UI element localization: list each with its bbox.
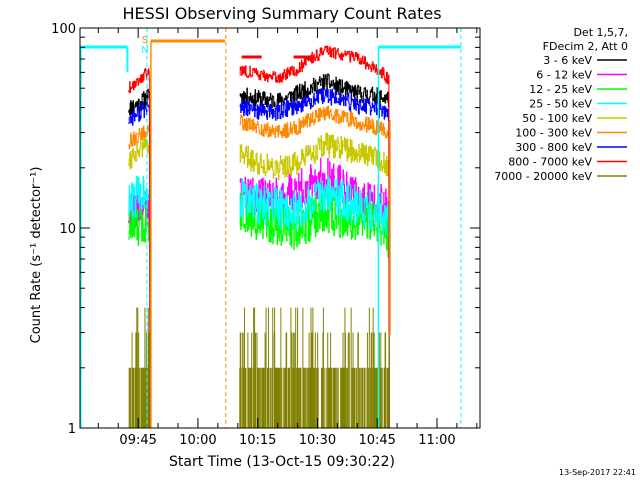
series-trace [239, 175, 390, 429]
series-7 [128, 45, 390, 429]
legend-label: 800 - 7000 keV [508, 156, 592, 169]
series-trace [239, 87, 390, 429]
flag-letter: S [142, 35, 148, 46]
x-tick-label: 10:45 [358, 433, 395, 448]
x-tick-label: 10:30 [299, 433, 336, 448]
chart-title: HESSI Observing Summary Count Rates [122, 4, 441, 23]
series-trace [239, 105, 390, 429]
series-8 [128, 307, 390, 428]
legend-label: 7000 - 20000 keV [494, 170, 592, 183]
legend-label: 6 - 12 keV [536, 69, 592, 82]
series-trace [239, 132, 390, 429]
series-4 [128, 132, 390, 429]
x-tick-label: 11:00 [418, 433, 455, 448]
y-tick-label: 100 [51, 22, 76, 37]
series-3 [128, 175, 390, 429]
series-trace [239, 45, 390, 429]
series-trace [128, 175, 151, 429]
series-0 [128, 73, 390, 429]
legend-label: 25 - 50 keV [529, 98, 592, 111]
legend-label: 300 - 800 keV [515, 141, 592, 154]
flag-letter: N [141, 45, 148, 56]
y-tick-label: 10 [59, 222, 76, 237]
series-trace [128, 67, 151, 429]
series-trace [128, 124, 151, 429]
y-tick-label: 1 [68, 422, 76, 437]
y-axis-label: Count Rate (s⁻¹ detector⁻¹) [29, 167, 44, 344]
legend-header-line1: Det 1,5,7, [573, 26, 628, 39]
legend-label: 50 - 100 keV [522, 112, 592, 125]
legend-header-line2: FDecim 2, Att 0 [543, 40, 628, 53]
x-tick-label: 10:15 [239, 433, 276, 448]
series-trace [128, 134, 151, 429]
x-tick-label: 09:45 [119, 433, 156, 448]
x-tick-label: 10:00 [179, 433, 216, 448]
series-trace [239, 191, 390, 429]
series-trace [128, 101, 151, 429]
series-5 [128, 105, 390, 429]
series-trace [239, 73, 390, 429]
legend-label: 12 - 25 keV [529, 83, 592, 96]
series-trace [128, 88, 151, 429]
footer-timestamp: 13-Sep-2017 22:41 [559, 468, 636, 477]
series-6 [128, 87, 390, 429]
legend-label: 3 - 6 keV [543, 54, 592, 67]
x-axis-label: Start Time (13-Oct-15 09:30:22) [169, 454, 395, 470]
legend-label: 100 - 300 keV [515, 127, 592, 140]
